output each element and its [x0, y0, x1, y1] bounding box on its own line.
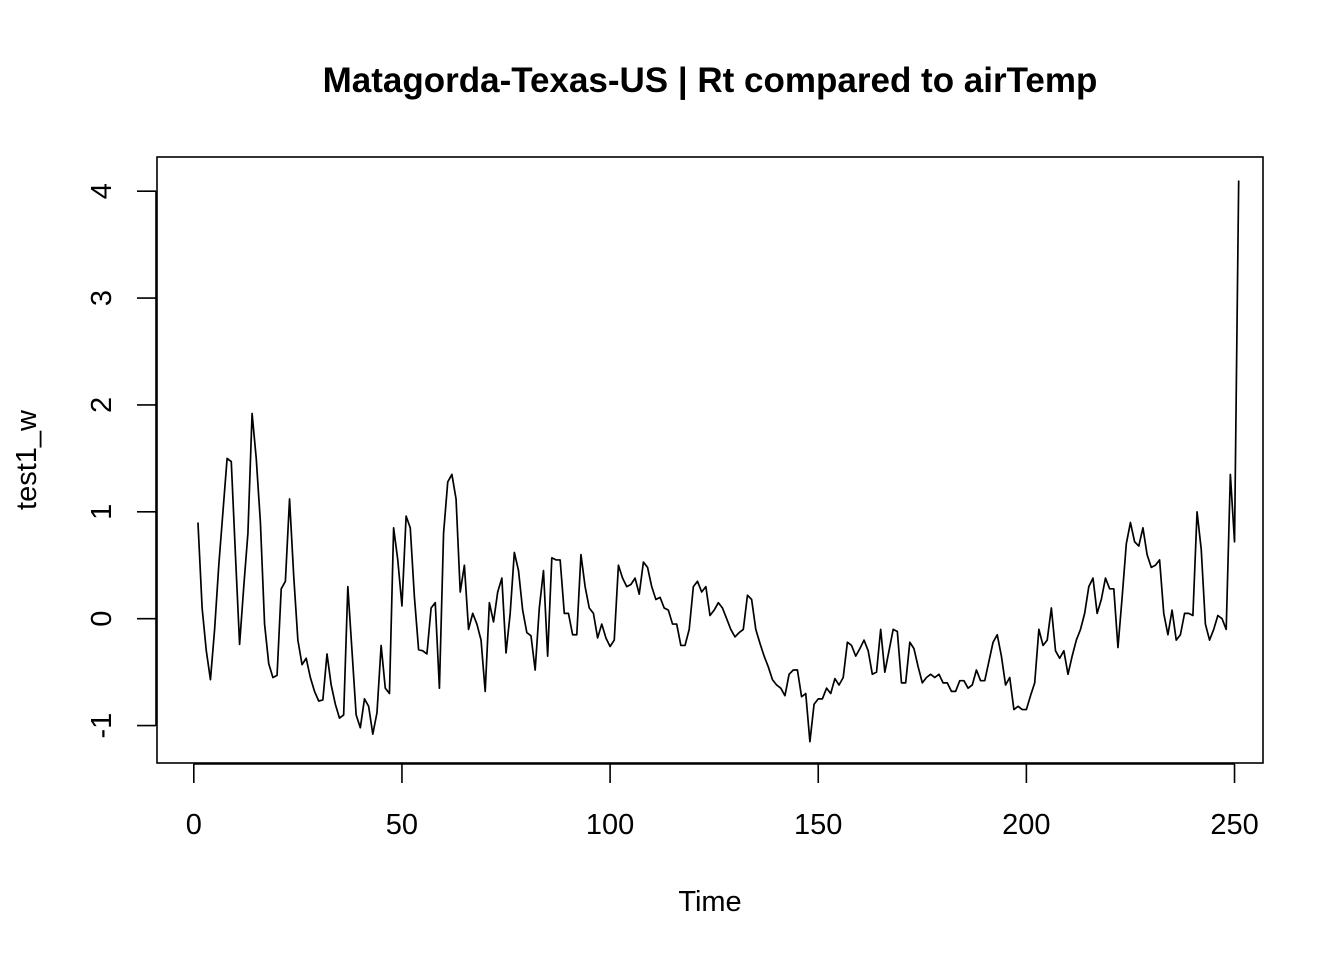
y-tick-label: 2 [86, 397, 118, 413]
x-tick-label: 150 [794, 809, 842, 841]
y-tick-label: 3 [86, 290, 118, 306]
chart-title: Matagorda-Texas-US | Rt compared to airT… [323, 61, 1098, 100]
y-tick-label: 1 [86, 504, 118, 520]
x-tick-label: 0 [186, 809, 202, 841]
x-tick-label: 100 [586, 809, 634, 841]
series-line-1 [197, 180, 1240, 743]
y-tick-label: 0 [86, 611, 118, 627]
plot-area [197, 180, 1240, 743]
y-tick-label: 4 [86, 183, 118, 199]
y-axis: -1 0 1 2 3 4 [86, 183, 157, 739]
x-tick-label: 200 [1002, 809, 1050, 841]
x-tick-label: 50 [386, 809, 418, 841]
x-tick-label: 250 [1210, 809, 1258, 841]
x-axis-label: Time [678, 886, 741, 918]
y-axis-label: test1_w [11, 409, 43, 510]
plot-frame [156, 156, 1264, 764]
y-tick-label: -1 [86, 713, 118, 739]
x-axis: 0 50 100 150 200 250 [186, 763, 1259, 841]
